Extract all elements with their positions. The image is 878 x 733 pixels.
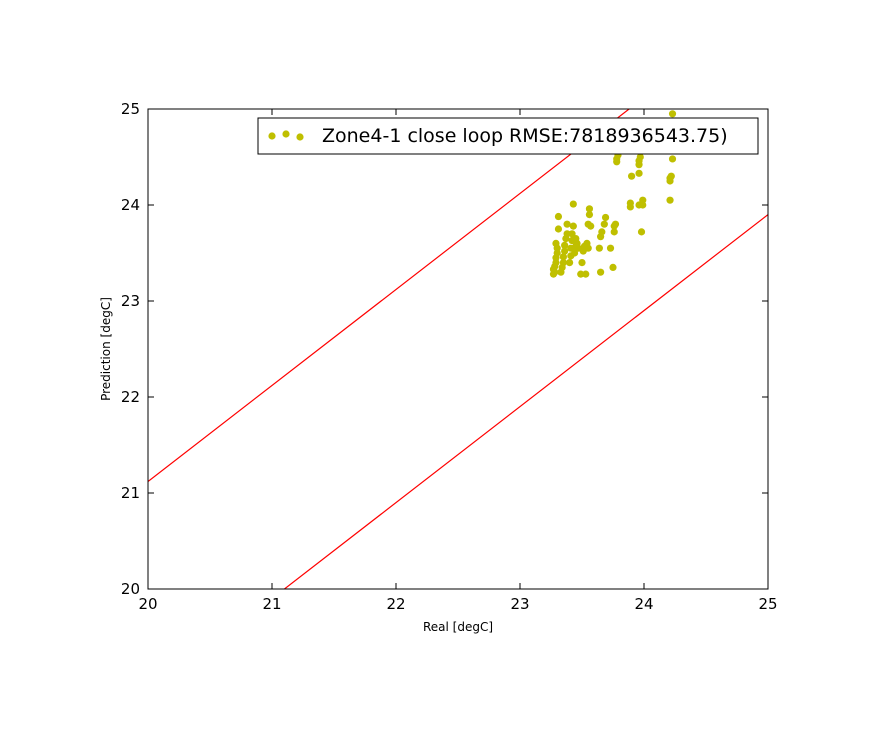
data-point [554, 212, 563, 221]
reference-lines [148, 109, 768, 589]
data-point [635, 169, 643, 177]
data-point [587, 222, 595, 230]
x-tick-label: 21 [262, 595, 281, 613]
x-axis-label: Real [degC] [423, 620, 493, 634]
data-point [598, 228, 606, 236]
data-point [561, 247, 569, 255]
axis-ticks: 20 21 22 23 24 25 20 21 22 23 24 25 [121, 100, 778, 613]
data-point [585, 205, 594, 213]
data-point [600, 220, 608, 228]
legend: Zone4-1 close loop RMSE:7818936543.75) [257, 117, 759, 155]
data-point [606, 244, 615, 252]
data-point [667, 172, 675, 180]
y-tick-label: 20 [121, 580, 140, 598]
data-point [554, 225, 563, 233]
data-point [637, 228, 646, 236]
data-point [584, 244, 592, 252]
y-tick-label: 24 [121, 196, 140, 214]
data-point [626, 199, 634, 207]
data-point [609, 263, 617, 271]
data-point [582, 270, 590, 278]
reference-line-2 [283, 214, 768, 589]
data-point [611, 220, 620, 228]
data-point [563, 220, 571, 228]
y-tick-label: 22 [121, 388, 140, 406]
data-point [601, 213, 610, 222]
legend-marker [268, 130, 304, 141]
data-point [563, 230, 571, 238]
data-point [610, 228, 618, 236]
data-point [569, 200, 577, 208]
y-axis-label: Prediction [degC] [99, 297, 113, 401]
x-tick-label: 24 [634, 595, 653, 613]
data-point [569, 222, 577, 230]
legend-marker-dot [296, 133, 304, 141]
data-point [552, 239, 560, 247]
data-point [561, 241, 569, 249]
data-point [595, 244, 603, 252]
data-point [577, 270, 585, 278]
data-point [597, 268, 605, 276]
data-point [639, 196, 647, 204]
x-tick-label: 22 [386, 595, 405, 613]
x-tick-label: 20 [138, 595, 157, 613]
scatter-points [549, 110, 677, 278]
data-point [666, 196, 674, 204]
plot-frame [147, 108, 769, 590]
data-point [585, 211, 594, 219]
x-tick-label: 25 [758, 595, 777, 613]
data-point [668, 155, 677, 163]
y-tick-label: 21 [121, 484, 140, 502]
data-point [578, 259, 586, 267]
y-tick-label: 23 [121, 292, 140, 310]
reference-line-1 [148, 109, 631, 482]
legend-label: Zone4-1 close loop RMSE:7818936543.75) [322, 125, 728, 147]
legend-marker-dot [268, 132, 276, 140]
legend-box [257, 117, 759, 155]
data-point [636, 153, 644, 161]
legend-marker-dot [282, 130, 290, 138]
x-tick-label: 23 [510, 595, 529, 613]
data-point [559, 259, 568, 267]
data-point [559, 253, 568, 261]
y-tick-label: 25 [121, 100, 140, 118]
data-point [566, 259, 574, 267]
data-point [628, 172, 636, 180]
data-point [668, 110, 677, 118]
